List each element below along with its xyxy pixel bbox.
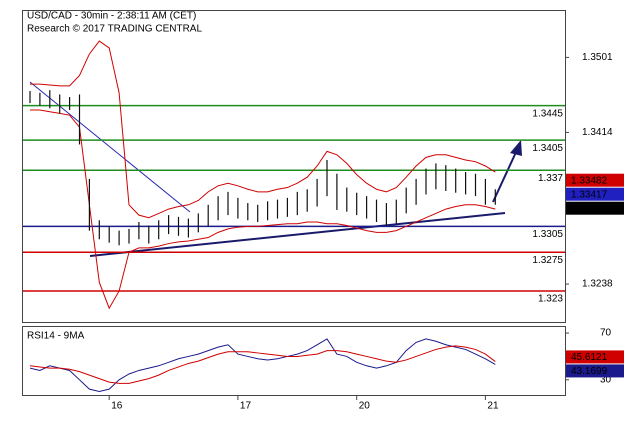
level-label: 1.337 (538, 173, 563, 184)
chart-subtitle: Research © 2017 TRADING CENTRAL (27, 24, 202, 35)
level-label: 1.3445 (532, 108, 563, 119)
x-tick-label: 16 (111, 401, 123, 412)
rsi-tag (566, 350, 624, 364)
price-panel (22, 10, 566, 323)
price-tag-label: 1.33334 (571, 203, 608, 214)
band-line (30, 40, 496, 219)
price-tag (566, 187, 624, 201)
arrow-head (510, 140, 522, 156)
level-label: 1.323 (538, 294, 563, 305)
rsi-label: RSI14 - 9MA (27, 331, 85, 342)
band-line (30, 109, 496, 310)
rsi-line (29, 338, 496, 393)
rsi-line (29, 345, 496, 384)
y-tick-label: 1.3238 (582, 279, 613, 290)
rsi-tag-label: 43.1699 (571, 366, 608, 377)
rsi-tag (566, 364, 624, 378)
x-tick-label: 17 (240, 401, 252, 412)
price-tag (566, 201, 624, 215)
rsi-y-tick-label: 30 (600, 374, 612, 385)
price-tag-label: 1.33417 (571, 189, 608, 200)
y-tick-label: 1.3414 (582, 127, 613, 138)
rsi-tag-label: 45.6121 (571, 352, 608, 363)
moving-average-line (29, 81, 191, 213)
level-label: 1.3275 (532, 255, 563, 266)
chart-title: USD/CAD - 30min - 2:38:11 AM (CET) (27, 11, 196, 22)
price-tag (566, 173, 624, 187)
x-tick-label: 21 (487, 401, 499, 412)
price-tag-label: 1.33482 (571, 175, 608, 186)
x-tick-label: 20 (359, 401, 371, 412)
level-label: 1.3405 (532, 143, 563, 154)
rsi-y-tick-label: 70 (600, 328, 612, 339)
support-line (89, 212, 506, 257)
y-tick-label: 1.3501 (582, 52, 613, 63)
level-label: 1.3305 (532, 229, 563, 240)
forecast-arrow (492, 149, 518, 203)
rsi-panel (22, 326, 566, 396)
